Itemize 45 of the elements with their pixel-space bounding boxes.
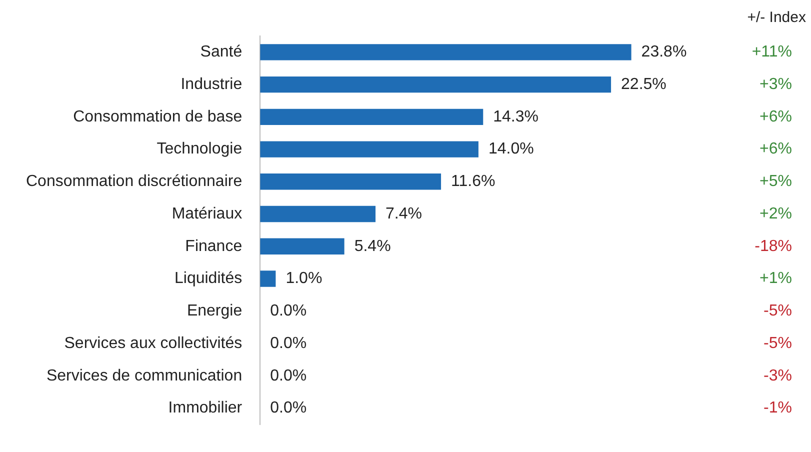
- text: -18%: [754, 238, 792, 255]
- bar: [260, 174, 442, 190]
- y-tick-label: Energie: [186, 302, 242, 320]
- data-label: 22.5%: [621, 76, 666, 93]
- data-label: 0.0%: [270, 367, 307, 384]
- data-label: 14.0%: [488, 140, 534, 158]
- bar: [260, 141, 478, 158]
- y-tick-label: Santé: [200, 44, 242, 61]
- y-tick-label: Liquidités: [174, 270, 242, 288]
- y-tick-label: Matériaux: [172, 205, 242, 222]
- text: +11%: [752, 44, 792, 61]
- text: +6%: [760, 140, 792, 158]
- y-tick-label: Consommation discrétionnaire: [26, 173, 242, 190]
- text: -1%: [764, 400, 792, 417]
- text: +5%: [760, 173, 792, 190]
- data-label: 0.0%: [270, 400, 307, 417]
- data-label: 0.0%: [270, 334, 307, 352]
- bar: [260, 270, 276, 287]
- y-tick-label: Technologie: [156, 140, 242, 158]
- text: +3%: [760, 76, 792, 93]
- data-label: 11.6%: [451, 173, 496, 190]
- data-label: 1.0%: [286, 270, 322, 288]
- y-tick-label: Industrie: [180, 76, 242, 93]
- data-label: 5.4%: [354, 238, 391, 255]
- bar: [260, 108, 484, 126]
- y-tick-label: Finance: [185, 238, 242, 255]
- text: +2%: [760, 205, 792, 222]
- y-tick-label: Services aux collectivités: [64, 334, 242, 352]
- data-label: 14.3%: [493, 108, 539, 126]
- text: -5%: [764, 302, 792, 320]
- data-label: 23.8%: [641, 44, 687, 61]
- text: +/- Index: [747, 9, 806, 26]
- text: -5%: [764, 334, 792, 352]
- bar: [260, 238, 344, 254]
- bar: [260, 76, 612, 93]
- y-tick-label: Consommation de base: [73, 108, 242, 126]
- text: -3%: [764, 367, 792, 384]
- data-label: 0.0%: [270, 302, 307, 320]
- text: +6%: [760, 108, 792, 126]
- bar: [260, 44, 632, 60]
- data-label: 7.4%: [386, 205, 422, 222]
- bar: [260, 206, 376, 222]
- y-tick-label: Immobilier: [168, 400, 243, 417]
- text: +1%: [760, 270, 792, 288]
- y-tick-label: Services de communication: [46, 367, 242, 384]
